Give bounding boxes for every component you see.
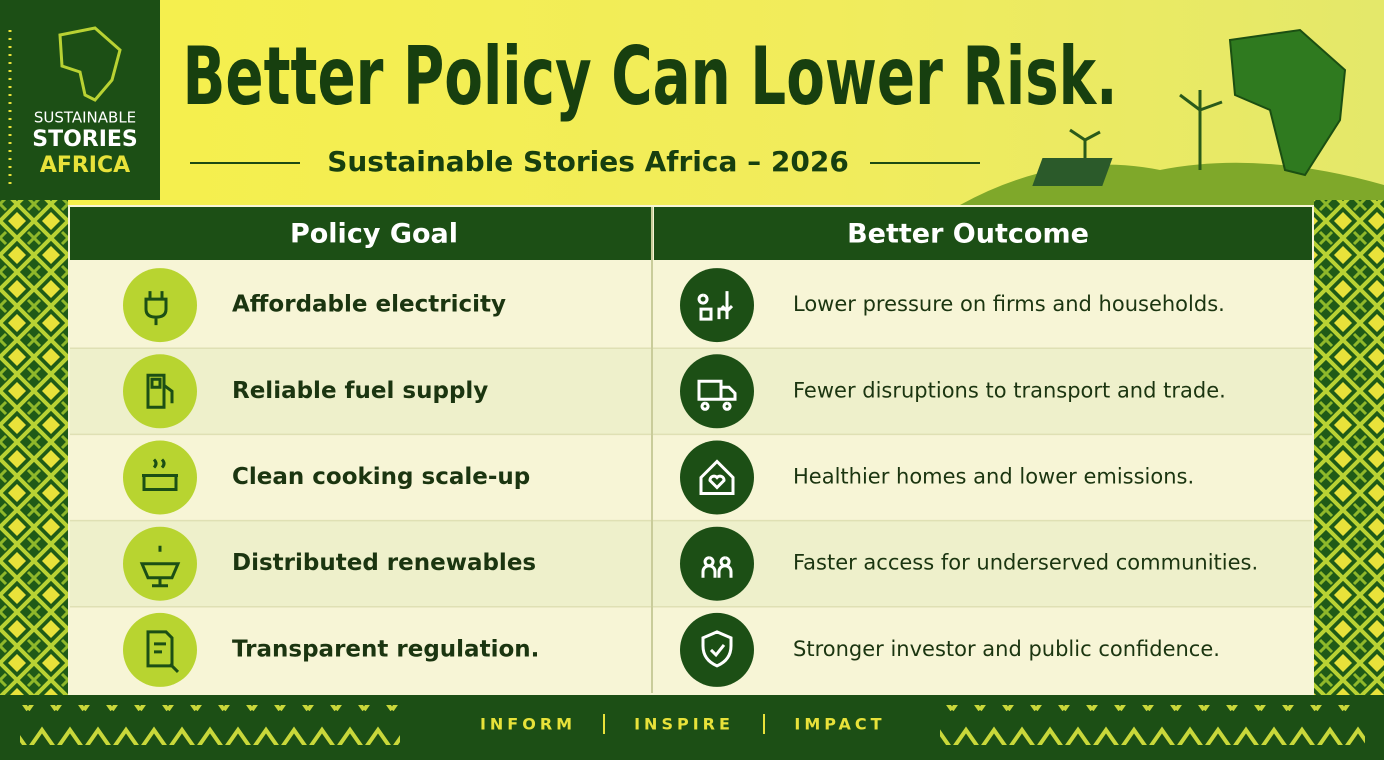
logo-text: STORIES — [32, 127, 138, 152]
outcome-glyph — [697, 291, 734, 321]
footer-item: IMPACT — [794, 715, 885, 734]
outcome-icon — [680, 612, 754, 687]
subtitle: Sustainable Stories Africa – 2026 — [327, 145, 849, 178]
goal-glyph — [144, 291, 168, 326]
footer-pattern — [940, 705, 1365, 745]
better-outcome: Healthier homes and lower emissions. — [793, 465, 1194, 489]
border-left — [0, 200, 68, 695]
outcome-icon — [680, 354, 754, 429]
footer-pattern — [20, 705, 400, 745]
outcome-glyph — [699, 459, 735, 495]
policy-goal: Clean cooking scale-up — [232, 464, 530, 490]
footer-item: INFORM — [480, 715, 576, 734]
title: Better Policy Can Lower Risk. — [183, 30, 1118, 123]
logo-text: AFRICA — [40, 153, 130, 178]
table-rows: Affordable electricity Lower pressure on … — [70, 262, 1312, 693]
solar-panel — [1032, 158, 1113, 186]
goal-glyph — [142, 458, 178, 491]
column-header — [654, 207, 1312, 260]
goal-icon — [123, 440, 197, 515]
outcome-glyph — [701, 556, 733, 578]
goal-glyph — [139, 545, 181, 588]
better-outcome: Fewer disruptions to transport and trade… — [793, 378, 1226, 402]
outcome-icon — [680, 526, 754, 601]
goal-icon — [123, 354, 197, 429]
logo-map — [58, 26, 122, 102]
border-right — [1314, 200, 1384, 695]
outcome-glyph — [697, 379, 737, 411]
better-outcome: Faster access for underserved communitie… — [793, 551, 1258, 575]
column-title: Better Outcome — [847, 219, 1089, 250]
goal-glyph — [146, 373, 174, 409]
goal-icon — [123, 268, 197, 343]
column-title: Policy Goal — [290, 219, 458, 250]
logo-text: SUSTAINABLE — [34, 109, 136, 127]
policy-goal: Affordable electricity — [232, 292, 506, 318]
better-outcome: Lower pressure on firms and households. — [793, 292, 1225, 316]
better-outcome: Stronger investor and public confidence. — [793, 637, 1220, 661]
goal-icon — [123, 612, 197, 687]
policy-goal: Reliable fuel supply — [232, 378, 488, 404]
policy-goal: Transparent regulation. — [232, 636, 539, 662]
logo-box — [0, 0, 160, 200]
footer-item: INSPIRE — [634, 715, 734, 734]
outcome-icon — [680, 268, 754, 343]
africa-map — [1228, 28, 1347, 177]
policy-goal: Distributed renewables — [232, 550, 536, 576]
goal-glyph — [146, 630, 180, 673]
outcome-glyph — [701, 630, 733, 668]
column-header — [70, 207, 651, 260]
footer-items: INFORM INSPIRE IMPACT — [480, 715, 885, 734]
